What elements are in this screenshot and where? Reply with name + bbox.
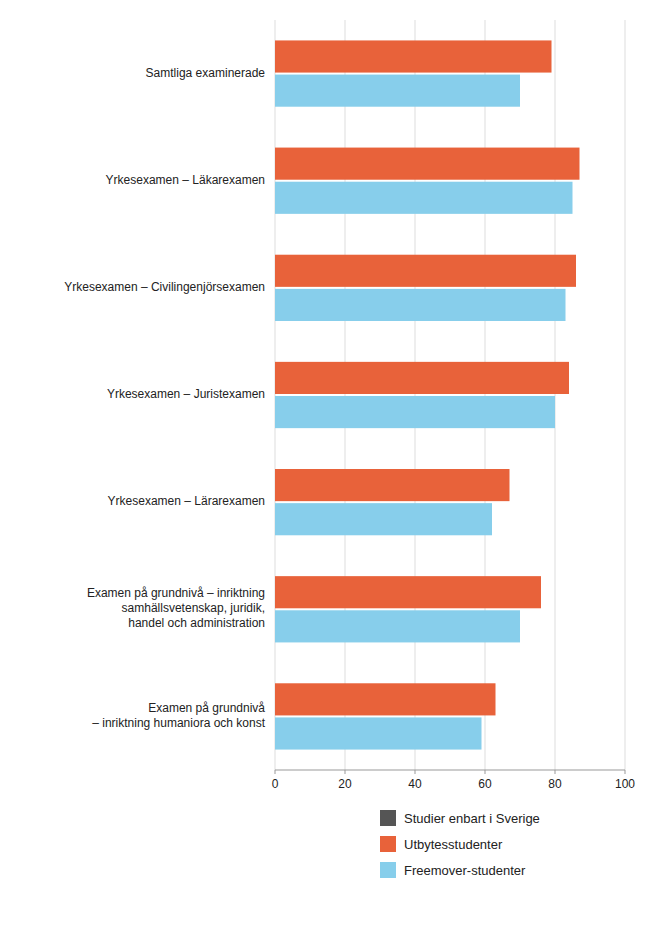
tick-label: 60 (478, 777, 492, 791)
category-label: Yrkesexamen – Civilingenjörsexamen (64, 280, 265, 294)
tick-mark (555, 770, 556, 774)
bars (275, 40, 580, 749)
legend-swatch (380, 810, 396, 826)
category-label: Yrkesexamen – Läkarexamen (106, 173, 265, 187)
legend-label: Freemover-studenter (404, 863, 526, 878)
bar (275, 503, 492, 535)
bar (275, 610, 520, 642)
tick-mark (625, 770, 626, 774)
grid-line (555, 20, 556, 770)
bar (275, 396, 555, 428)
bar (275, 40, 552, 72)
bar (275, 469, 510, 501)
category-label: Yrkesexamen – Lärarexamen (108, 494, 265, 508)
tick-label: 0 (272, 777, 279, 791)
bar (275, 148, 580, 180)
grid-line (415, 20, 416, 770)
legend: Studier enbart i Sverige Utbytesstudenter… (380, 810, 540, 878)
tick-label: 40 (408, 777, 422, 791)
bar (275, 182, 573, 214)
grid (275, 20, 625, 770)
tick-mark (485, 770, 486, 774)
category-label: Samtliga examinerade (146, 66, 266, 80)
bar (275, 717, 482, 749)
legend-swatch (380, 862, 396, 878)
category-label: Examen på grundnivå – inriktningsamhälls… (87, 586, 265, 630)
axis-line (275, 770, 625, 771)
tick-mark (415, 770, 416, 774)
chart-container: 0 20 40 60 80 100 Examen på grundnivå– inriktn… (0, 0, 650, 926)
legend-label: Utbytesstudenter (404, 837, 503, 852)
y-axis: Examen på grundnivå– inriktning humanior… (64, 66, 265, 730)
bar (275, 576, 541, 608)
grid-line (625, 20, 626, 770)
tick-mark (275, 770, 276, 774)
bar (275, 255, 576, 287)
legend-swatch (380, 836, 396, 852)
x-axis: 0 20 40 60 80 100 (272, 770, 636, 791)
bar (275, 362, 569, 394)
grid-line (275, 20, 276, 770)
category-label: Examen på grundnivå– inriktning humanior… (92, 701, 265, 730)
bar (275, 289, 566, 321)
bar (275, 683, 496, 715)
chart: 0 20 40 60 80 100 Examen på grundnivå– inriktn… (0, 0, 650, 926)
tick-label: 20 (338, 777, 352, 791)
grid-line (345, 20, 346, 770)
bar (275, 75, 520, 107)
grid-line (485, 20, 486, 770)
tick-label: 100 (615, 777, 635, 791)
legend-label: Studier enbart i Sverige (404, 811, 540, 826)
tick-mark (345, 770, 346, 774)
category-label: Yrkesexamen – Juristexamen (107, 387, 265, 401)
tick-label: 80 (548, 777, 562, 791)
